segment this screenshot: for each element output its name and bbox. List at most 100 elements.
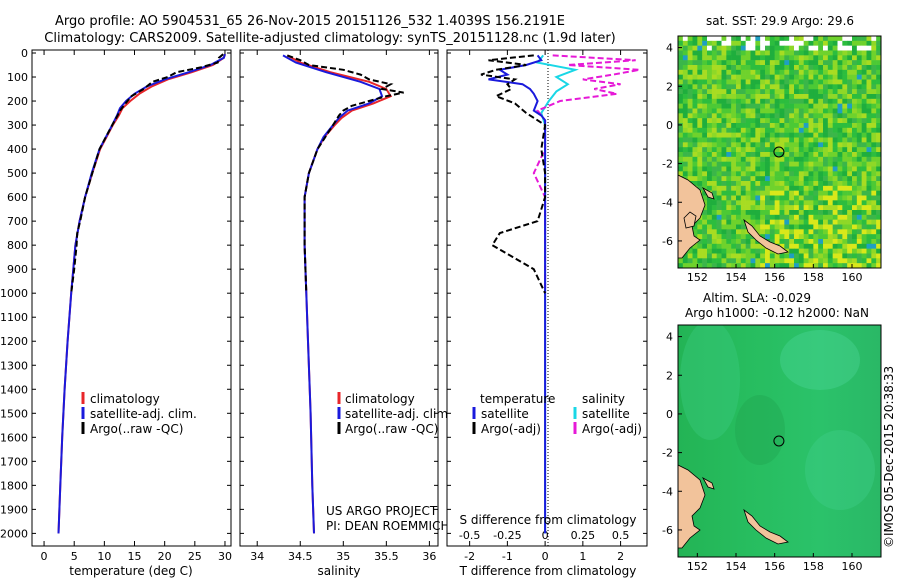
sst-cell (721, 156, 727, 162)
sst-cell (837, 263, 843, 268)
sst-cell (837, 108, 843, 114)
sst-cell (745, 181, 751, 187)
sst-cell (861, 79, 867, 85)
sst-cell (837, 40, 843, 46)
sst-cell (726, 185, 732, 191)
sst-cell (803, 224, 809, 230)
s-tick-label: -0.25 (493, 529, 521, 542)
sst-cell (876, 60, 881, 66)
sst-cell (774, 147, 780, 153)
sst-cell (740, 113, 746, 119)
sst-cell (818, 65, 824, 71)
sst-cell (779, 195, 785, 201)
sst-cell (827, 36, 833, 42)
sst-cell (808, 195, 814, 201)
sst-cell (856, 50, 862, 56)
sst-cell (779, 79, 785, 85)
sst-cell (866, 243, 872, 249)
sst-cell (702, 132, 708, 138)
sst-cell (808, 214, 814, 220)
sst-cell (731, 195, 737, 201)
sst-cell (736, 36, 742, 42)
sst-cell (731, 108, 737, 114)
sst-cell (852, 253, 858, 259)
sst-cell (789, 137, 795, 143)
sst-cell (755, 176, 761, 182)
sst-cell (842, 137, 848, 143)
sst-cell (856, 161, 862, 167)
sst-cell (827, 132, 833, 138)
sst-cell (794, 103, 800, 109)
sst-cell (697, 258, 703, 264)
sst-cell (789, 89, 795, 95)
sst-cell (832, 60, 838, 66)
sst-cell (827, 258, 833, 264)
sst-cell (852, 161, 858, 167)
sst-cell (784, 113, 790, 119)
sst-cell (711, 132, 717, 138)
sst-cell (774, 127, 780, 133)
sst-cell (784, 190, 790, 196)
sst-cell (789, 79, 795, 85)
sst-cell (784, 156, 790, 162)
sst-cell (861, 171, 867, 177)
sst-cell (765, 137, 771, 143)
sst-cell (707, 248, 713, 254)
sst-cell (876, 224, 881, 230)
sst-cell (813, 45, 819, 51)
sst-cell (697, 89, 703, 95)
sst-cell (856, 65, 862, 71)
sst-cell (745, 176, 751, 182)
sst-cell (794, 98, 800, 104)
depth-tick-label: 800 (7, 239, 28, 252)
sst-cell (818, 108, 824, 114)
sst-cell (769, 137, 775, 143)
sst-cell (803, 171, 809, 177)
sst-cell (842, 181, 848, 187)
sst-cell (687, 118, 693, 124)
sst-cell (832, 108, 838, 114)
sst-cell (837, 94, 843, 100)
sst-cell (707, 185, 713, 191)
sst-cell (794, 263, 800, 268)
sst-cell (726, 84, 732, 90)
sst-cell (697, 50, 703, 56)
sst-cell (789, 171, 795, 177)
sst-cell (765, 69, 771, 75)
sst-cell (866, 185, 872, 191)
sst-cell (721, 161, 727, 167)
sst-cell (866, 253, 872, 259)
sst-cell (682, 60, 688, 66)
sst-cell (726, 219, 732, 225)
sst-cell (871, 185, 877, 191)
sst-cell (779, 205, 785, 211)
sst-cell (687, 98, 693, 104)
sst-cell (808, 181, 814, 187)
sst-cell (798, 132, 804, 138)
sst-cell (760, 137, 766, 143)
sst-cell (818, 248, 824, 254)
sst-cell (803, 89, 809, 95)
sst-cell (808, 55, 814, 61)
sst-cell (692, 45, 698, 51)
sst-cell (711, 36, 717, 42)
sst-cell (726, 176, 732, 182)
sst-cell (731, 248, 737, 254)
sst-cell (697, 161, 703, 167)
sst-cell (731, 127, 737, 133)
sst-cell (852, 205, 858, 211)
sst-cell (702, 166, 708, 172)
sst-cell (789, 36, 795, 42)
sst-cell (711, 147, 717, 153)
sst-cell (750, 161, 756, 167)
sst-cell (731, 224, 737, 230)
sst-cell (736, 142, 742, 148)
sst-cell (682, 89, 688, 95)
sst-cell (827, 147, 833, 153)
sst-cell (702, 36, 708, 42)
x-tick-label: 36 (422, 550, 436, 563)
sst-cell (760, 147, 766, 153)
sst-cell (856, 224, 862, 230)
sst-cell (687, 248, 693, 254)
sst-cell (866, 65, 872, 71)
